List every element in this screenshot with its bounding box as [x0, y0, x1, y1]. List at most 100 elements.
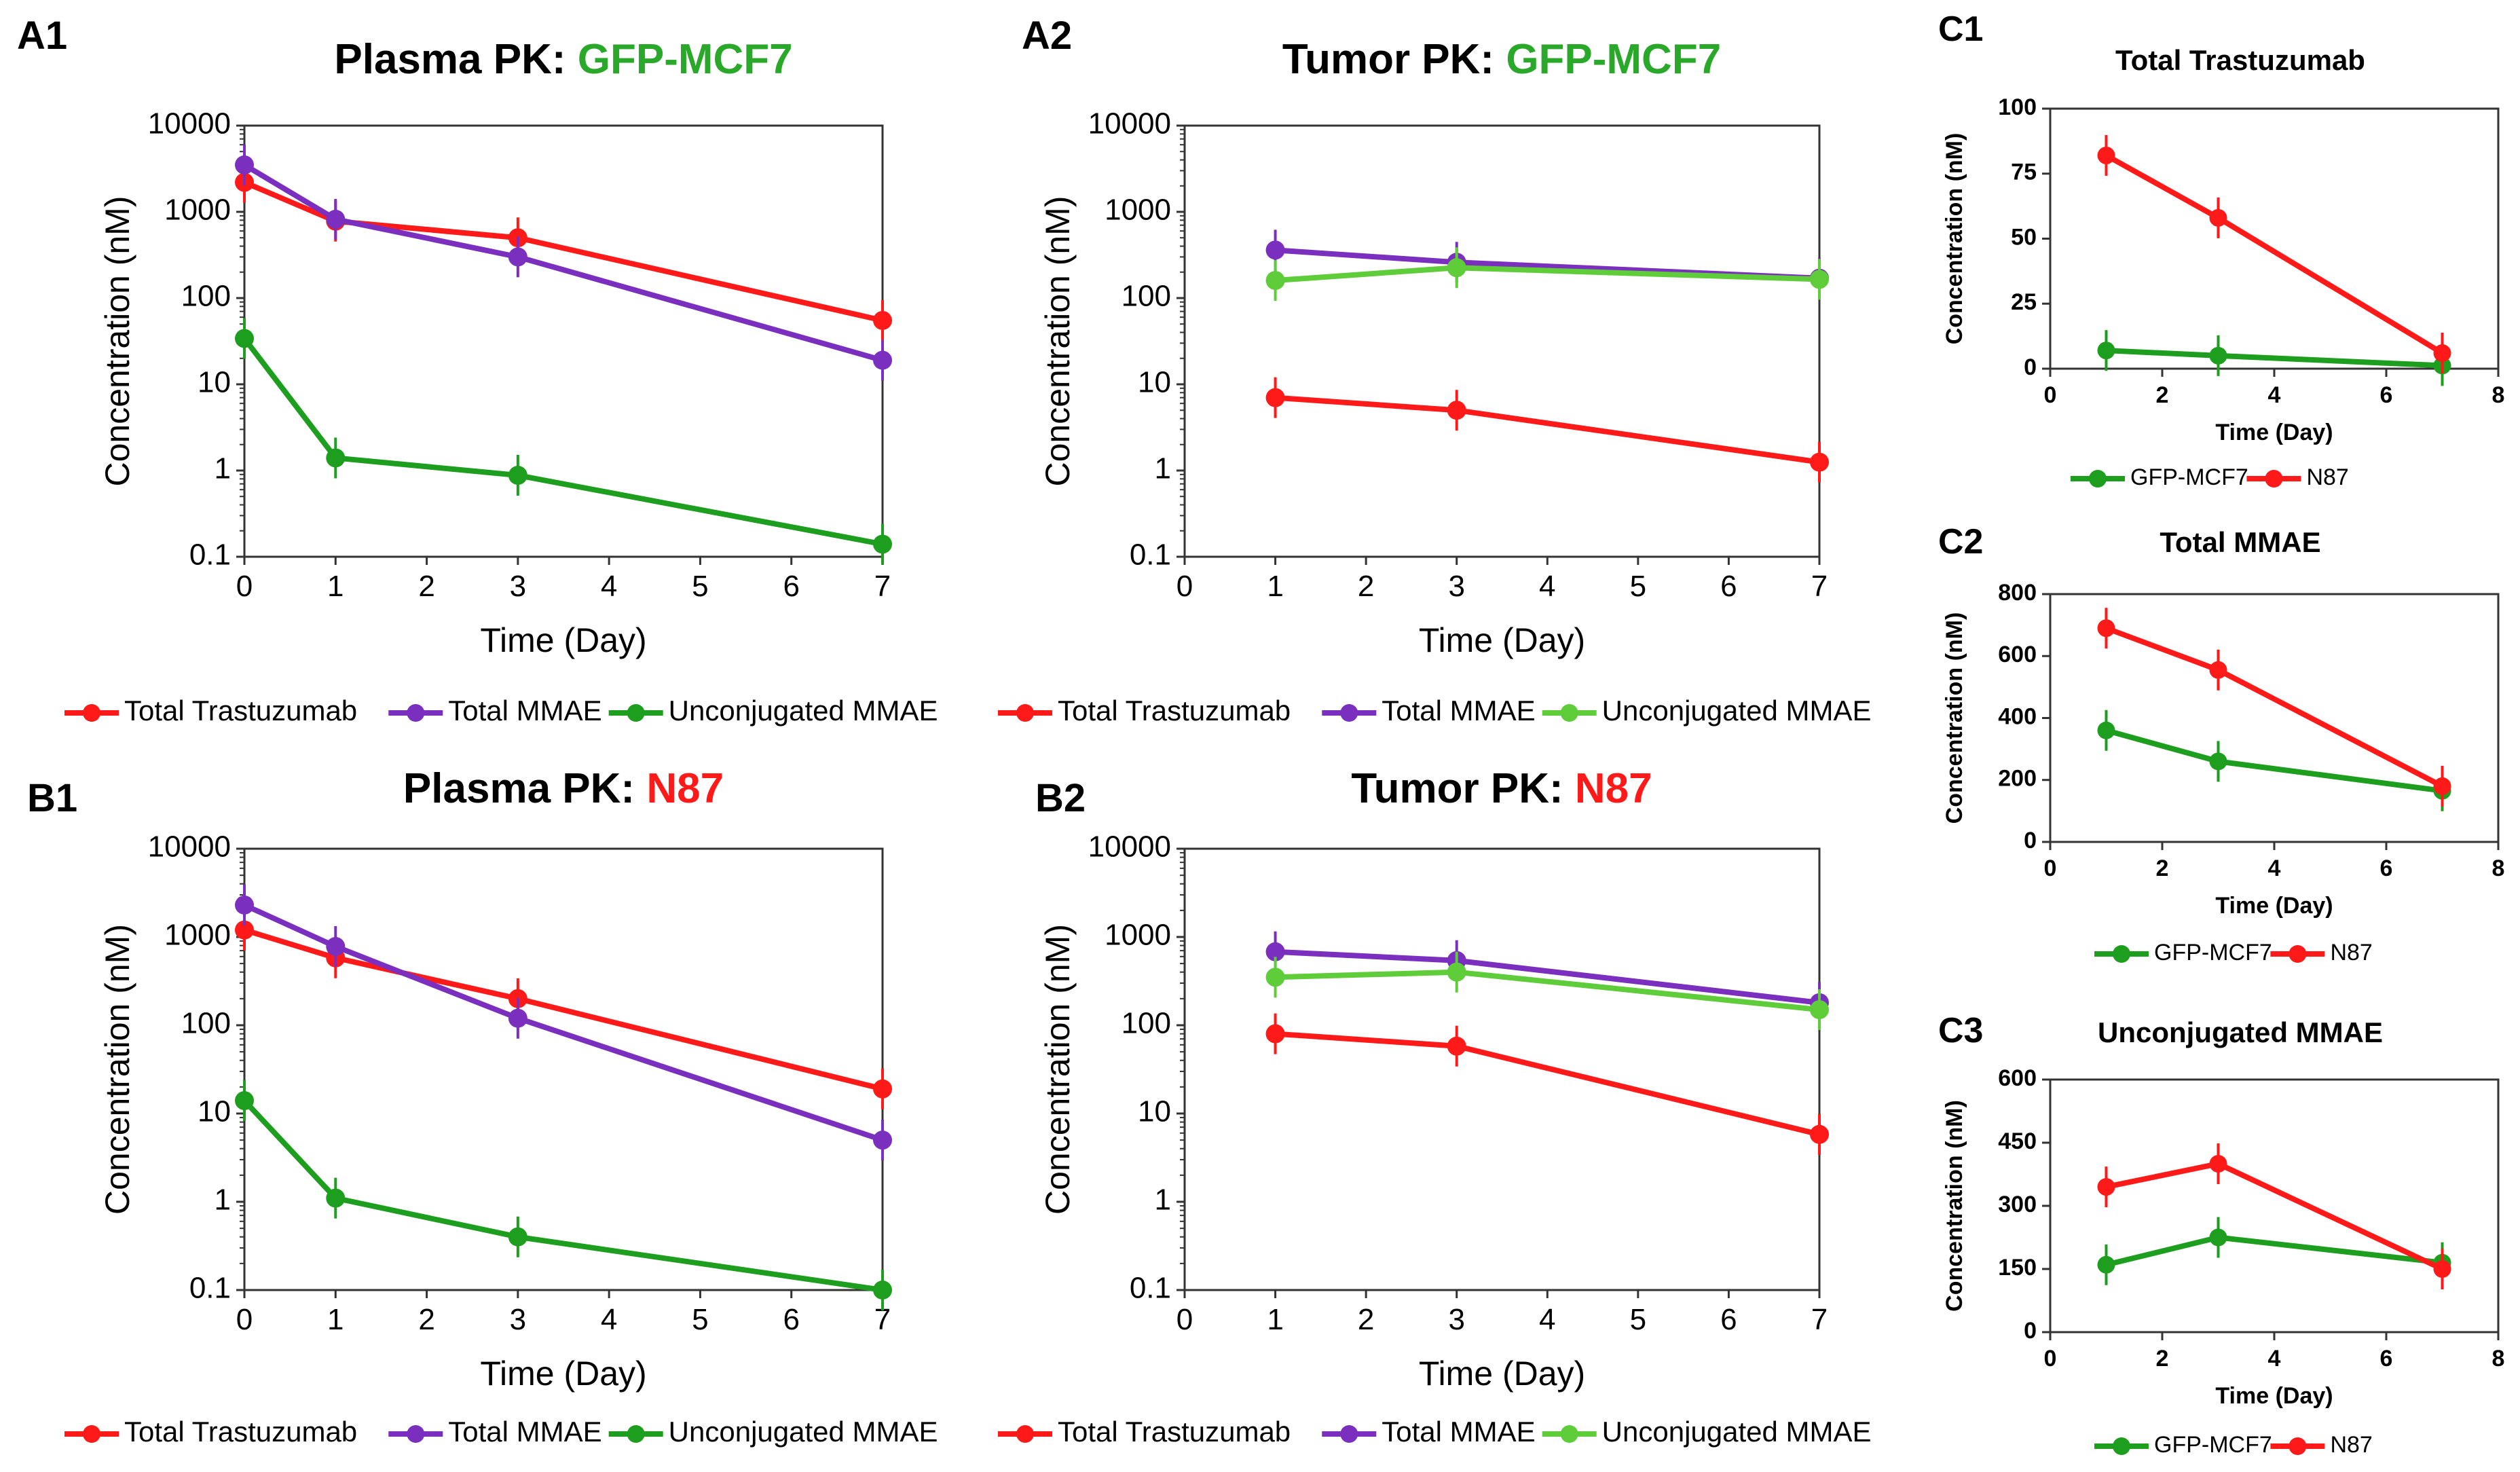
- chart-title-highlight: GFP-MCF7: [578, 36, 793, 83]
- y-tick-label: 1000: [1105, 194, 1171, 227]
- y-tick-label: 300: [1998, 1192, 2037, 1217]
- series-line: [243, 902, 884, 1143]
- x-tick-label: 6: [783, 1303, 799, 1336]
- series-line: [2105, 625, 2444, 789]
- data-point: [1810, 1000, 1829, 1020]
- x-tick-label: 4: [601, 1303, 617, 1336]
- x-tick-label: 4: [2268, 1346, 2281, 1372]
- legend-entry: Total MMAE: [388, 695, 602, 726]
- legend-entry: N87: [2246, 464, 2349, 490]
- y-tick-label: 1000: [164, 919, 231, 952]
- series-line: [1275, 394, 1820, 465]
- data-point: [235, 920, 254, 940]
- y-tick-label: 1: [1155, 1183, 1171, 1217]
- y-tick-label: 1: [215, 452, 231, 485]
- data-point: [235, 1091, 254, 1111]
- legend-label: Unconjugated MMAE: [1602, 1416, 1872, 1448]
- x-axis-label: Time (Day): [2215, 420, 2333, 445]
- legend-swatch-marker: [1016, 1425, 1034, 1443]
- data-point: [1265, 968, 1285, 987]
- legend-swatch-marker: [2113, 1437, 2130, 1455]
- legend-label: N87: [2306, 464, 2348, 490]
- panel-a1: A1 Plasma PK: GFP-MCF7 0.1 1 10 100 1000 10000 0…: [17, 14, 938, 726]
- y-axis-label: Concentration (nM): [98, 924, 136, 1215]
- legend-entry: Total Trastuzumab: [998, 695, 1291, 726]
- plot-frame: [243, 124, 884, 558]
- series-n87: [2097, 134, 2451, 374]
- x-tick-label: 2: [1358, 570, 1374, 603]
- x-tick-label: 4: [1539, 1303, 1555, 1336]
- x-tick-label: 1: [1267, 570, 1283, 603]
- chart-title-prefix: Plasma PK:: [334, 36, 577, 83]
- chart-title: Unconjugated MMAE: [2098, 1016, 2383, 1048]
- x-tick-label: 5: [1630, 1303, 1646, 1336]
- data-point: [1265, 942, 1285, 961]
- data-point: [1447, 962, 1466, 982]
- data-point: [873, 350, 892, 370]
- legend-label: N87: [2330, 940, 2372, 965]
- x-tick-label: 3: [1448, 570, 1464, 603]
- legend-label: Total Trastuzumab: [1058, 1416, 1291, 1448]
- y-tick-label: 10: [198, 1095, 231, 1128]
- data-point: [1810, 1124, 1829, 1144]
- data-point: [2097, 1178, 2115, 1196]
- y-axis-label: Concentration (nM): [1039, 196, 1077, 487]
- legend-swatch-marker: [627, 1425, 645, 1443]
- series-line: [2106, 348, 2443, 369]
- legend-entry: GFP-MCF7: [2094, 940, 2272, 965]
- x-tick-label: 4: [1539, 570, 1555, 603]
- data-point: [1447, 401, 1466, 420]
- panel-label: B1: [27, 776, 77, 820]
- y-tick-label: 100: [181, 1007, 231, 1040]
- data-point: [326, 937, 346, 957]
- x-tick-label: 6: [2380, 382, 2393, 408]
- data-point: [508, 247, 527, 267]
- y-tick-label: 10000: [1088, 107, 1171, 141]
- chart-title: Tumor PK: GFP-MCF7: [1282, 36, 1721, 83]
- y-tick-label: 10: [198, 366, 231, 399]
- series-total-trastuzumab: [1265, 377, 1829, 483]
- y-axis-label: Concentration (nM): [1942, 612, 1967, 824]
- data-point: [2097, 1255, 2115, 1274]
- x-tick-label: 0: [236, 570, 253, 603]
- x-tick-label: 2: [2156, 382, 2169, 408]
- data-point: [326, 209, 346, 229]
- series-total-trastuzumab: [235, 162, 892, 341]
- y-tick-label: 1: [1155, 452, 1171, 485]
- panel-label: A2: [1022, 14, 1072, 58]
- x-tick-label: 0: [2044, 1346, 2057, 1372]
- series-total-mmae: [235, 144, 892, 381]
- y-tick-label: 0: [2024, 354, 2037, 380]
- legend-label: Unconjugated MMAE: [669, 1416, 938, 1448]
- x-tick-label: 3: [1448, 1303, 1464, 1336]
- data-point: [1810, 270, 1829, 289]
- series-line: [243, 179, 883, 323]
- data-point: [2433, 344, 2451, 363]
- data-point: [873, 1079, 892, 1099]
- plot-frame: [1183, 124, 1821, 558]
- y-tick-label: 0.1: [189, 1272, 231, 1305]
- data-point: [2433, 777, 2451, 795]
- legend-label: GFP-MCF7: [2154, 940, 2272, 965]
- data-point: [1265, 240, 1285, 260]
- x-axis-label: Time (Day): [480, 1355, 646, 1393]
- series-line: [242, 162, 884, 363]
- x-tick-label: 6: [783, 570, 799, 603]
- series-unconjugated-mmae: [1265, 951, 1829, 1031]
- x-tick-label: 2: [1358, 1303, 1374, 1336]
- data-point: [873, 534, 892, 554]
- x-tick-label: 8: [2492, 1346, 2505, 1372]
- series-n87: [2097, 1143, 2451, 1289]
- legend-label: Total MMAE: [1382, 1416, 1535, 1448]
- data-point: [1265, 271, 1285, 291]
- x-tick-label: 1: [327, 570, 344, 603]
- series-line: [2105, 153, 2444, 356]
- legend-swatch-marker: [2265, 470, 2283, 487]
- legend-swatch-marker: [83, 704, 100, 722]
- chart-title-prefix: Tumor PK:: [1282, 36, 1506, 83]
- data-point: [1265, 388, 1285, 407]
- legend-swatch-marker: [2289, 945, 2307, 963]
- x-tick-label: 0: [2044, 855, 2057, 881]
- series-gfp-mcf7: [2097, 330, 2451, 386]
- data-point: [2097, 342, 2115, 360]
